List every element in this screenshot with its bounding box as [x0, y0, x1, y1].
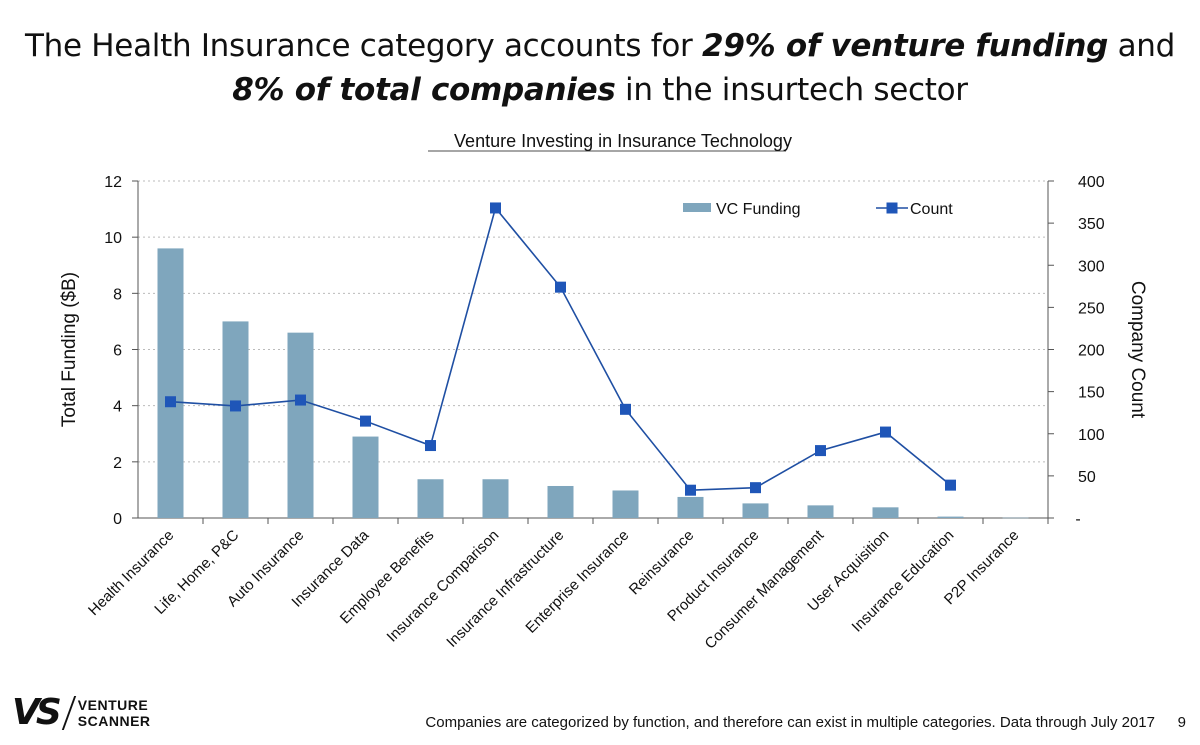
y2-tick-label: 250 [1078, 300, 1105, 317]
y2-tick-label: 350 [1078, 216, 1105, 233]
legend-marker-count [886, 202, 898, 214]
count-marker [880, 426, 891, 438]
y2-tick-label: - [1075, 511, 1080, 528]
y-tick-label: 8 [113, 286, 122, 303]
count-marker [945, 479, 956, 491]
y-tick-label: 0 [113, 511, 122, 528]
logo-divider [61, 696, 76, 730]
headline-text-2: and [1108, 28, 1176, 64]
count-marker [750, 482, 761, 494]
legend-label-vc-funding: VC Funding [716, 201, 801, 218]
x-tick-label: Reinsurance [626, 527, 698, 599]
funding-bar [1002, 517, 1029, 519]
y2-tick-label: 400 [1078, 174, 1105, 191]
y-tick-label: 2 [113, 455, 122, 472]
headline-text-3: in the insurtech sector [615, 72, 968, 108]
footnote: Companies are categorized by function, a… [425, 714, 1155, 731]
funding-bar [677, 496, 704, 518]
logo-mark: VS [12, 692, 62, 733]
legend-label-count: Count [910, 201, 953, 218]
x-tick-label: Insurance Infrastructure [443, 527, 567, 651]
count-marker [425, 440, 436, 452]
y2-axis-label: Company Count [1127, 281, 1148, 419]
page-number: 9 [1177, 714, 1186, 731]
y-tick-label: 10 [104, 230, 122, 247]
funding-bar [222, 321, 249, 518]
venture-investing-chart: Venture Investing in Insurance Technolog… [59, 131, 1148, 653]
count-marker [360, 415, 371, 427]
y-tick-label: 12 [104, 174, 122, 191]
x-tick-label: Insurance Comparison [384, 527, 503, 646]
y2-tick-label: 150 [1078, 385, 1105, 402]
y2-tick-label: 300 [1078, 258, 1105, 275]
funding-bar [352, 436, 379, 518]
legend-swatch-vc-funding [683, 203, 711, 212]
funding-bar [157, 248, 184, 518]
headline-text-1: The Health Insurance category accounts f… [24, 28, 703, 64]
logo-line-1: VENTURE [77, 697, 149, 713]
funding-bar [417, 479, 444, 518]
page-headline: The Health Insurance category accounts f… [0, 24, 1200, 112]
count-marker [165, 396, 176, 408]
count-marker [815, 445, 826, 457]
count-marker [555, 281, 566, 293]
funding-bar [612, 490, 639, 518]
funding-bar [872, 507, 899, 518]
y2-tick-label: 100 [1078, 427, 1105, 444]
logo-wordmark: VENTURE SCANNER [78, 697, 151, 729]
headline-emphasis-funding: 29% of venture funding [702, 28, 1109, 64]
headline-emphasis-companies: 8% of total companies [232, 72, 616, 108]
y-tick-label: 6 [113, 343, 122, 360]
funding-bar [547, 485, 574, 518]
funding-bar [807, 505, 834, 518]
funding-bar [482, 479, 509, 518]
logo-line-2: SCANNER [77, 713, 151, 729]
funding-bar [742, 503, 769, 518]
count-marker [295, 394, 306, 406]
funding-bar [287, 332, 314, 518]
chart-title: Venture Investing in Insurance Technolog… [454, 131, 792, 151]
x-tick-label: Consumer Management [702, 526, 828, 652]
y-axis-label: Total Funding ($B) [59, 272, 80, 427]
count-marker [490, 202, 501, 214]
count-marker [230, 400, 241, 412]
y-tick-label: 4 [113, 399, 122, 416]
y2-tick-label: 50 [1078, 469, 1096, 486]
funding-bar [937, 516, 964, 518]
venture-scanner-logo: VS VENTURE SCANNER [12, 695, 151, 731]
y2-tick-label: 200 [1078, 343, 1105, 360]
count-marker [620, 403, 631, 415]
count-marker [685, 484, 696, 496]
